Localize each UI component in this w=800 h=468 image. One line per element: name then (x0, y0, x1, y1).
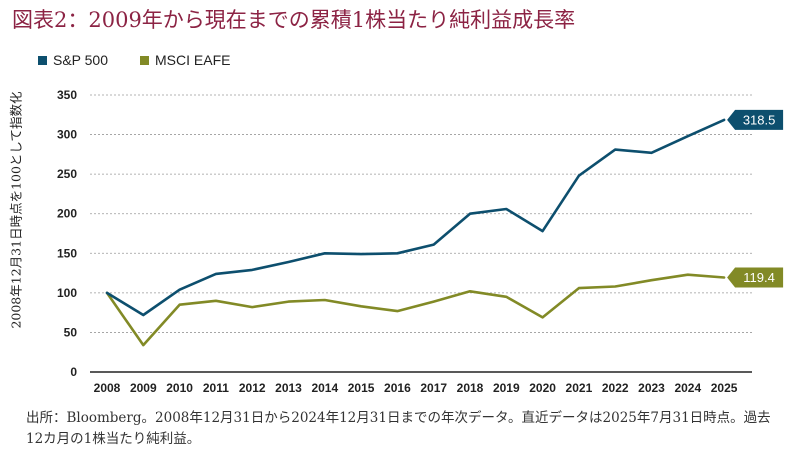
legend-item-msci-eafe: MSCI EAFE (140, 52, 230, 68)
x-tick-label: 2022 (602, 381, 629, 395)
x-tick-label: 2019 (493, 381, 520, 395)
legend-swatch-sp500 (38, 55, 47, 65)
end-value-label-msci-eafe: 119.4 (743, 270, 775, 285)
y-tick-label: 350 (57, 88, 77, 102)
series-line-sp500 (105, 118, 726, 317)
legend-label-msci-eafe: MSCI EAFE (155, 52, 231, 68)
y-tick-label: 300 (57, 128, 77, 142)
y-tick-label: 150 (57, 246, 77, 260)
series-line-msci-eafe (105, 273, 726, 347)
y-tick-label: 50 (64, 325, 78, 339)
x-tick-label: 2023 (638, 381, 665, 395)
x-tick-label: 2018 (457, 381, 484, 395)
x-tick-label: 2011 (203, 381, 229, 395)
x-tick-label: 2021 (566, 381, 593, 395)
x-tick-label: 2012 (239, 381, 266, 395)
x-tick-label: 2016 (384, 381, 411, 395)
end-value-tag-msci-eafe (727, 267, 784, 288)
y-tick-label: 100 (57, 286, 77, 300)
x-tick-label: 2010 (166, 381, 193, 395)
legend-item-sp500: S&P 500 (38, 52, 108, 68)
end-value-tag-sp500 (727, 109, 784, 130)
x-tick-label: 2009 (130, 381, 157, 395)
x-tick-label: 2024 (674, 381, 701, 395)
legend-label-sp500: S&P 500 (53, 52, 109, 68)
y-tick-label: 250 (57, 167, 77, 181)
x-tick-label: 2014 (311, 381, 338, 395)
y-tick-label: 200 (57, 207, 77, 221)
x-tick-label: 2013 (275, 381, 302, 395)
x-tick-label: 2025 (711, 381, 738, 395)
legend-swatch-msci-eafe (140, 55, 149, 65)
x-tick-label: 2017 (420, 381, 447, 395)
y-tick-label: 0 (70, 365, 77, 379)
chart-title: 図表2：2009年から現在までの累積1株当たり純利益成長率 (12, 8, 576, 32)
source-footnote: 出所：Bloomberg。2008年12月31日から2024年12月31日までの… (26, 410, 771, 447)
x-tick-label: 2015 (348, 381, 375, 395)
x-tick-label: 2020 (529, 381, 556, 395)
end-value-label-sp500: 318.5 (743, 112, 776, 127)
x-tick-label: 2008 (94, 381, 121, 395)
